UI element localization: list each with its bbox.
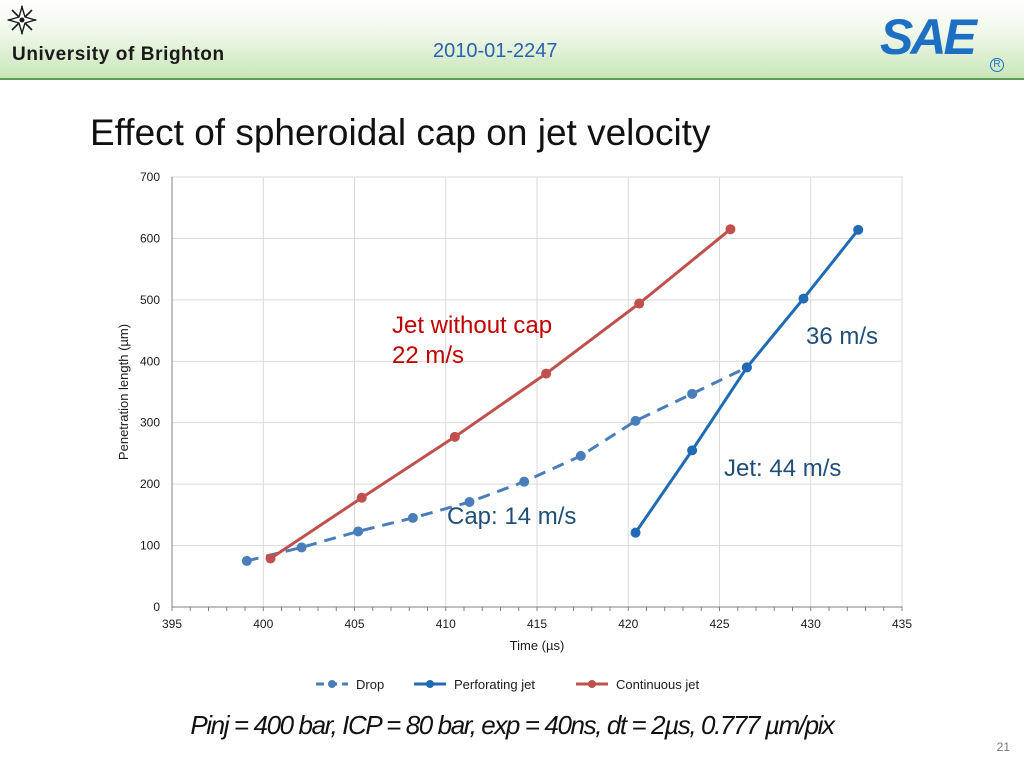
data-point — [575, 450, 586, 461]
sae-logo: SAE R — [880, 8, 1004, 72]
series-line-continuous-jet — [269, 228, 732, 560]
penetration-chart: 395 400 405 410 415 420 425 430 435 0 100 200 300 400… — [116, 170, 912, 692]
data-point — [265, 553, 276, 564]
university-star-icon — [6, 4, 38, 36]
data-point — [519, 476, 530, 487]
x-axis-title: Time (µs) — [510, 638, 565, 653]
annotation-label: Jet: 44 m/s — [724, 455, 841, 482]
y-tick-label: 500 — [140, 293, 160, 307]
legend-label: Drop — [356, 677, 384, 692]
data-point — [725, 224, 736, 235]
data-point — [296, 542, 307, 553]
data-point — [687, 388, 698, 399]
slide-header: University of Brighton 2010-01-2247 SAE … — [0, 0, 1024, 80]
y-tick-label: 400 — [140, 354, 160, 368]
x-tick-label: 415 — [527, 617, 547, 631]
legend-label: Perforating jet — [454, 677, 535, 692]
registered-mark: R — [990, 58, 1004, 72]
x-tick-label: 410 — [436, 617, 456, 631]
x-tick-label: 395 — [162, 617, 182, 631]
data-point — [407, 512, 418, 523]
data-point — [241, 555, 252, 566]
x-tick-label: 420 — [618, 617, 638, 631]
annotation-label: 36 m/s — [806, 323, 878, 350]
data-point — [741, 362, 752, 373]
university-name: University of Brighton — [12, 44, 225, 65]
legend-label: Continuous jet — [616, 677, 699, 692]
x-tick-label: 430 — [801, 617, 821, 631]
x-tick-label: 405 — [344, 617, 364, 631]
x-tick-label: 400 — [253, 617, 273, 631]
x-tick-label: 425 — [709, 617, 729, 631]
y-tick-label: 600 — [140, 231, 160, 245]
paper-id: 2010-01-2247 — [433, 40, 558, 62]
legend-swatch-marker — [328, 680, 336, 688]
annotation-label: Cap: 14 m/s — [447, 503, 576, 530]
slide-title: Effect of spheroidal cap on jet velocity — [90, 112, 711, 153]
data-point — [630, 527, 641, 538]
annotation-label: 22 m/s — [392, 342, 464, 369]
data-point — [798, 293, 809, 304]
data-point — [687, 445, 698, 456]
series-line-drop — [246, 366, 748, 563]
y-tick-label: 700 — [140, 170, 160, 184]
data-point — [634, 298, 645, 309]
slide-number: 21 — [996, 740, 1010, 754]
annotation-label: Jet without cap — [392, 312, 552, 339]
data-point — [449, 431, 460, 442]
data-point — [353, 526, 364, 537]
test-conditions: Pinj = 400 bar, ICP = 80 bar, exp = 40ns… — [190, 710, 835, 740]
x-tick-label: 435 — [892, 617, 912, 631]
legend-swatch-marker — [426, 680, 434, 688]
y-tick-label: 0 — [153, 600, 160, 614]
y-tick-label: 200 — [140, 477, 160, 491]
y-tick-label: 300 — [140, 416, 160, 430]
data-point — [630, 415, 641, 426]
data-point — [853, 224, 864, 235]
legend-swatch-marker — [588, 680, 596, 688]
sae-logo-text: SAE — [880, 9, 977, 65]
data-point — [464, 496, 475, 507]
y-axis-title: Penetration length (µm) — [116, 324, 131, 460]
y-tick-label: 100 — [140, 539, 160, 553]
data-point — [356, 492, 367, 503]
data-point — [541, 368, 552, 379]
